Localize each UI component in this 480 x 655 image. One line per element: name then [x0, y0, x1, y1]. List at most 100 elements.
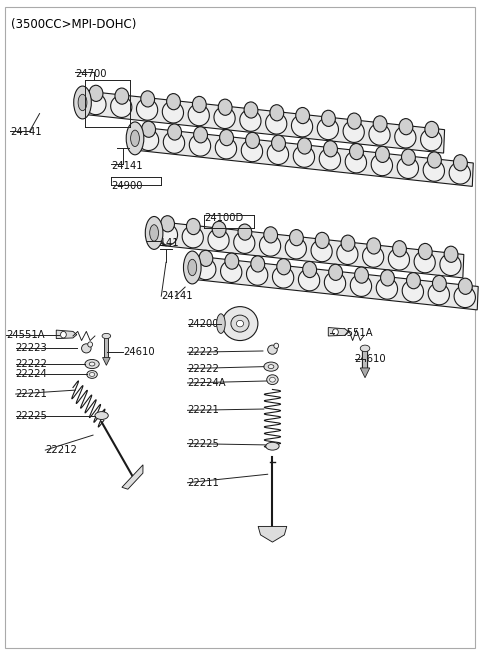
- Text: 24700: 24700: [75, 69, 107, 79]
- Ellipse shape: [167, 94, 180, 110]
- Polygon shape: [122, 465, 143, 489]
- Ellipse shape: [266, 442, 279, 450]
- Ellipse shape: [299, 269, 320, 291]
- Ellipse shape: [414, 252, 435, 273]
- Ellipse shape: [131, 130, 139, 147]
- Ellipse shape: [192, 96, 206, 113]
- Ellipse shape: [440, 254, 461, 276]
- Ellipse shape: [193, 126, 207, 143]
- Ellipse shape: [162, 102, 183, 123]
- Ellipse shape: [85, 93, 106, 115]
- Ellipse shape: [268, 345, 277, 354]
- Text: 24610: 24610: [355, 354, 386, 364]
- Ellipse shape: [78, 94, 87, 111]
- Text: 22211: 22211: [188, 477, 219, 488]
- Ellipse shape: [168, 124, 181, 140]
- Ellipse shape: [289, 229, 303, 246]
- Ellipse shape: [102, 333, 111, 339]
- Text: (3500CC>MPI-DOHC): (3500CC>MPI-DOHC): [11, 18, 136, 31]
- Ellipse shape: [420, 129, 442, 151]
- Ellipse shape: [161, 215, 174, 232]
- Ellipse shape: [341, 235, 355, 252]
- Ellipse shape: [407, 272, 420, 289]
- Ellipse shape: [425, 121, 439, 138]
- Text: 22221: 22221: [16, 389, 48, 399]
- Ellipse shape: [362, 246, 384, 267]
- Ellipse shape: [324, 141, 337, 157]
- Ellipse shape: [343, 121, 364, 142]
- Ellipse shape: [324, 272, 346, 293]
- Ellipse shape: [216, 138, 237, 159]
- Ellipse shape: [454, 286, 475, 308]
- Text: 22225: 22225: [188, 439, 219, 449]
- Ellipse shape: [183, 251, 201, 284]
- Ellipse shape: [212, 221, 226, 237]
- Ellipse shape: [111, 96, 132, 117]
- Ellipse shape: [367, 238, 381, 254]
- Ellipse shape: [381, 270, 395, 286]
- Ellipse shape: [208, 229, 229, 251]
- Text: 24141: 24141: [10, 127, 42, 137]
- Ellipse shape: [458, 278, 472, 294]
- Ellipse shape: [277, 259, 291, 275]
- Polygon shape: [328, 328, 349, 336]
- Ellipse shape: [311, 240, 332, 262]
- Ellipse shape: [264, 227, 277, 243]
- Ellipse shape: [189, 134, 211, 156]
- Ellipse shape: [74, 86, 91, 119]
- Text: 22221: 22221: [188, 405, 219, 415]
- Ellipse shape: [337, 243, 358, 265]
- Ellipse shape: [348, 113, 361, 129]
- Ellipse shape: [89, 373, 95, 377]
- Ellipse shape: [267, 143, 288, 164]
- Ellipse shape: [182, 227, 204, 248]
- Ellipse shape: [225, 253, 239, 269]
- Ellipse shape: [89, 362, 95, 366]
- Text: 22224: 22224: [16, 369, 48, 379]
- Text: 24551A: 24551A: [335, 328, 373, 338]
- Ellipse shape: [220, 130, 233, 145]
- Text: 24100D: 24100D: [204, 213, 243, 223]
- Ellipse shape: [329, 264, 343, 280]
- Text: 22223: 22223: [188, 347, 219, 357]
- Ellipse shape: [298, 138, 312, 154]
- Ellipse shape: [251, 256, 264, 272]
- Ellipse shape: [350, 275, 372, 297]
- Ellipse shape: [264, 362, 278, 371]
- Ellipse shape: [423, 160, 444, 181]
- Ellipse shape: [188, 104, 209, 126]
- Ellipse shape: [303, 261, 317, 278]
- Ellipse shape: [401, 149, 415, 165]
- Ellipse shape: [419, 244, 432, 259]
- Text: 24551A: 24551A: [6, 330, 45, 341]
- Polygon shape: [154, 221, 464, 278]
- Ellipse shape: [141, 91, 155, 107]
- Text: 22222: 22222: [188, 364, 219, 373]
- Ellipse shape: [188, 259, 197, 276]
- Ellipse shape: [268, 365, 274, 369]
- Ellipse shape: [388, 248, 409, 270]
- Ellipse shape: [345, 151, 367, 173]
- Ellipse shape: [244, 102, 258, 118]
- Ellipse shape: [273, 267, 294, 288]
- Ellipse shape: [293, 146, 314, 167]
- Ellipse shape: [317, 118, 338, 140]
- Ellipse shape: [126, 122, 144, 155]
- Text: 24900: 24900: [111, 181, 143, 191]
- Ellipse shape: [449, 162, 470, 184]
- Ellipse shape: [222, 307, 258, 341]
- Polygon shape: [192, 256, 478, 310]
- Ellipse shape: [87, 371, 97, 379]
- Ellipse shape: [247, 264, 268, 286]
- Ellipse shape: [240, 110, 261, 131]
- Ellipse shape: [89, 85, 103, 102]
- Ellipse shape: [373, 116, 387, 132]
- Polygon shape: [56, 330, 77, 339]
- Text: 22223: 22223: [16, 343, 48, 353]
- Ellipse shape: [150, 225, 158, 241]
- Ellipse shape: [136, 99, 158, 121]
- Ellipse shape: [60, 331, 66, 338]
- Ellipse shape: [274, 343, 279, 348]
- Ellipse shape: [237, 320, 243, 327]
- Ellipse shape: [444, 246, 458, 263]
